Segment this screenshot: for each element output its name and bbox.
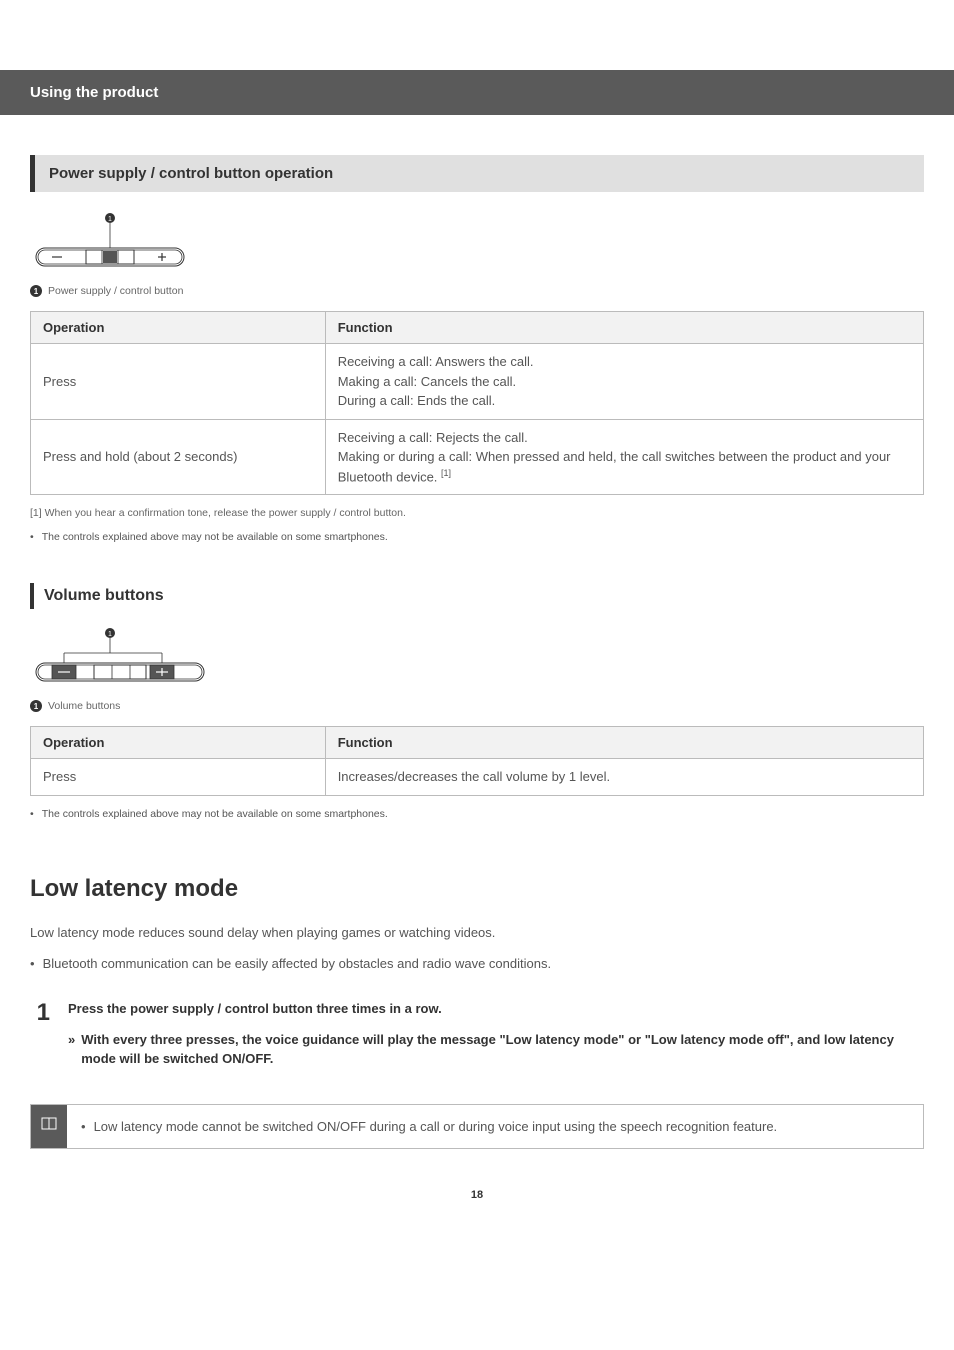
- step-result-text: With every three presses, the voice guid…: [81, 1030, 924, 1069]
- footnote-text: [1] When you hear a confirmation tone, r…: [30, 507, 924, 519]
- info-box: • Low latency mode cannot be switched ON…: [30, 1104, 924, 1150]
- cell-function: Receiving a call: Rejects the call. Maki…: [325, 419, 923, 495]
- bullet-icon: •: [30, 808, 34, 820]
- note-text: The controls explained above may not be …: [42, 531, 388, 543]
- cell-function: Increases/decreases the call volume by 1…: [325, 759, 923, 796]
- table-header-function: Function: [325, 312, 923, 344]
- page-header: Using the product: [0, 70, 954, 115]
- step-body: Press the power supply / control button …: [68, 1001, 924, 1069]
- table-header-operation: Operation: [31, 312, 326, 344]
- info-text: Low latency mode cannot be switched ON/O…: [94, 1117, 778, 1137]
- table-row: Press and hold (about 2 seconds) Receivi…: [31, 419, 924, 495]
- intro-text: Low latency mode reduces sound delay whe…: [30, 923, 924, 944]
- step-result: » With every three presses, the voice gu…: [68, 1030, 924, 1069]
- caption-number-icon: 1: [30, 700, 42, 712]
- cell-operation: Press: [31, 344, 326, 420]
- step-title: Press the power supply / control button …: [68, 1001, 924, 1016]
- book-icon: [31, 1105, 67, 1149]
- table-row: Press Receiving a call: Answers the call…: [31, 344, 924, 420]
- note-text: The controls explained above may not be …: [42, 808, 388, 820]
- note: • The controls explained above may not b…: [30, 808, 924, 820]
- svg-text:1: 1: [108, 216, 112, 223]
- volume-table: Operation Function Press Increases/decre…: [30, 726, 924, 796]
- caption-number-icon: 1: [30, 285, 42, 297]
- table-row: Press Increases/decreases the call volum…: [31, 759, 924, 796]
- footnote-ref: [1]: [441, 468, 451, 478]
- section-volume-header: Volume buttons: [30, 583, 924, 609]
- body-bullet: • Bluetooth communication can be easily …: [30, 956, 924, 971]
- section-title: Volume buttons: [44, 587, 164, 604]
- diagram-caption: 1 Power supply / control button: [30, 285, 924, 297]
- page-header-text: Using the product: [30, 84, 158, 101]
- cell-operation: Press: [31, 759, 326, 796]
- caption-text: Power supply / control button: [48, 285, 183, 297]
- section-title: Power supply / control button operation: [49, 165, 333, 182]
- table-header-operation: Operation: [31, 727, 326, 759]
- page-content: Power supply / control button operation …: [0, 155, 954, 1231]
- power-button-diagram: 1: [30, 212, 924, 277]
- caption-text: Volume buttons: [48, 700, 120, 712]
- page-number: 18: [30, 1189, 924, 1201]
- step-number: 1: [30, 1001, 50, 1069]
- section-low-latency-header: Low latency mode: [30, 875, 924, 903]
- info-body: • Low latency mode cannot be switched ON…: [67, 1105, 791, 1149]
- cell-operation: Press and hold (about 2 seconds): [31, 419, 326, 495]
- bullet-text: Bluetooth communication can be easily af…: [43, 956, 552, 971]
- cell-function: Receiving a call: Answers the call. Maki…: [325, 344, 923, 420]
- chevron-icon: »: [68, 1030, 75, 1069]
- diagram-caption: 1 Volume buttons: [30, 700, 924, 712]
- step: 1 Press the power supply / control butto…: [30, 1001, 924, 1069]
- volume-button-diagram: 1: [30, 627, 924, 692]
- svg-text:1: 1: [108, 631, 112, 638]
- section-title: Low latency mode: [30, 875, 238, 902]
- bullet-icon: •: [30, 956, 35, 971]
- note: • The controls explained above may not b…: [30, 531, 924, 543]
- section-power-control-header: Power supply / control button operation: [30, 155, 924, 192]
- bullet-icon: •: [81, 1117, 86, 1137]
- power-control-table: Operation Function Press Receiving a cal…: [30, 311, 924, 495]
- table-header-function: Function: [325, 727, 923, 759]
- bullet-icon: •: [30, 531, 34, 543]
